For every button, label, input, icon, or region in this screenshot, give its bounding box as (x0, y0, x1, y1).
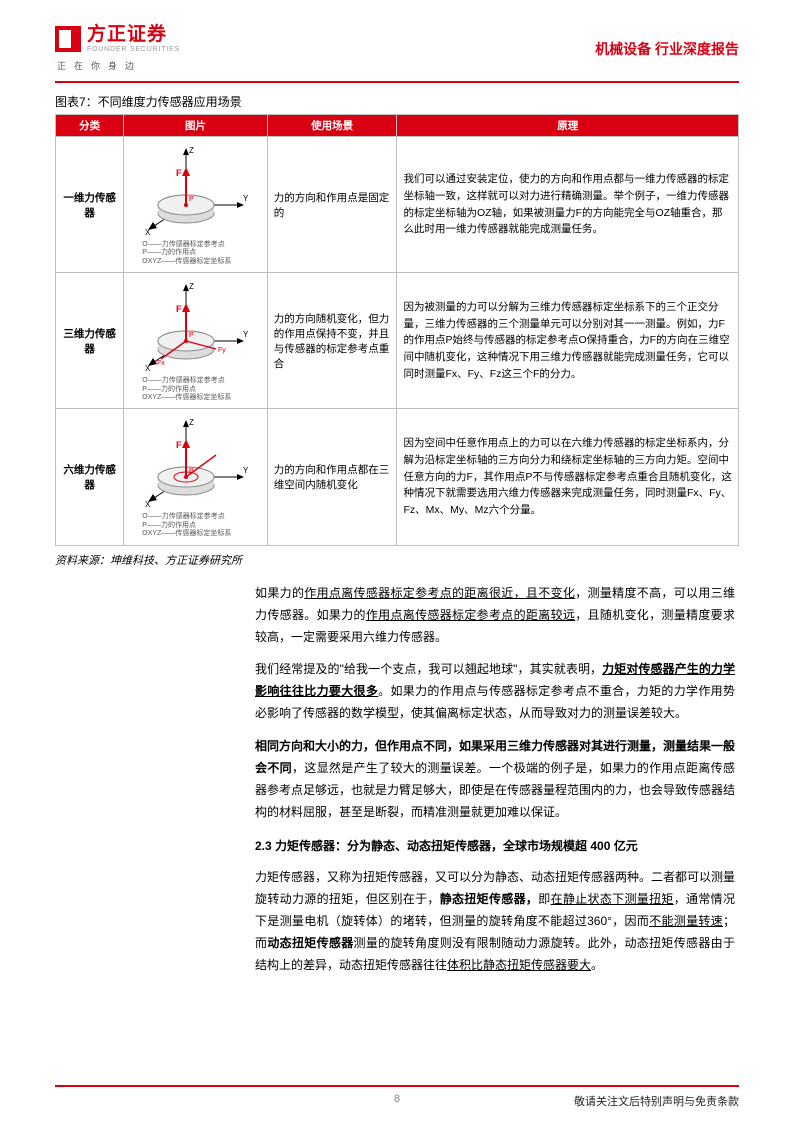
sensor-diagram-icon: Z Y X F P (131, 143, 261, 238)
svg-text:P: P (189, 196, 194, 203)
diagram-caption: O——力传感器标定参考点P——力的作用点OXYZ——传感器标定坐标系 (130, 241, 260, 266)
table-row: 三维力传感器 Z Y X F P Fx Fy O——力传感器标定参考点P——力的作用点OXYZ—… (56, 273, 739, 409)
cell-principle: 我们可以通过安装定位，使力的方向和作用点都与一维力传感器的标定坐标轴一致，这样就… (397, 137, 739, 273)
th-image: 图片 (124, 115, 267, 137)
table-row: 六维力传感器ZYXFPO——力传感器标定参考点P——力的作用点OXYZ——传感器… (56, 409, 739, 545)
svg-text:Y: Y (243, 466, 249, 475)
svg-text:Z: Z (189, 418, 194, 427)
paragraph-2: 我们经常提及的"给我一个支点，我可以翘起地球"，其实就表明，力矩对传感器产生的力… (255, 658, 735, 725)
cell-category: 三维力传感器 (56, 273, 124, 409)
cell-diagram: Z Y X F P O——力传感器标定参考点P——力的作用点OXYZ——传感器标定坐标系 (124, 137, 267, 273)
th-principle: 原理 (397, 115, 739, 137)
cell-diagram: ZYXFPO——力传感器标定参考点P——力的作用点OXYZ——传感器标定坐标系 (124, 409, 267, 545)
logo-block: 方正证券 FOUNDER SECURITIES 正在你身边 (55, 25, 180, 72)
figure-source: 资料来源：坤维科技、方正证券研究所 (55, 552, 739, 568)
cell-principle: 因为空间中任意作用点上的力可以在六维力传感器的标定坐标系内，分解为沿标定坐标轴的… (397, 409, 739, 545)
th-category: 分类 (56, 115, 124, 137)
th-usecase: 使用场景 (267, 115, 397, 137)
svg-text:Z: Z (189, 282, 194, 291)
svg-text:F: F (176, 304, 182, 314)
paragraph-1: 如果力的作用点离传感器标定参考点的距离很近，且不变化，测量精度不高，可以用三维力… (255, 582, 735, 649)
brand-en: FOUNDER SECURITIES (87, 44, 180, 53)
cell-usecase: 力的方向随机变化，但力的作用点保持不变，并且与传感器的标定参考点重合 (267, 273, 397, 409)
report-category: 机械设备 行业深度报告 (595, 39, 739, 59)
body-column: 如果力的作用点离传感器标定参考点的距离很近，且不变化，测量精度不高，可以用三维力… (255, 582, 735, 977)
cell-usecase: 力的方向和作用点是固定的 (267, 137, 397, 273)
svg-text:X: X (145, 228, 151, 237)
paragraph-4: 力矩传感器，又称为扭矩传感器，又可以分为静态、动态扭矩传感器两种。二者都可以测量… (255, 866, 735, 977)
svg-text:Fx: Fx (157, 360, 165, 367)
diagram-caption: O——力传感器标定参考点P——力的作用点OXYZ——传感器标定坐标系 (130, 377, 260, 402)
svg-text:Fy: Fy (218, 347, 226, 354)
section-title: 2.3 力矩传感器：分为静态、动态扭矩传感器，全球市场规模超 400 亿元 (255, 835, 735, 857)
header-divider (55, 81, 739, 83)
svg-text:Y: Y (243, 194, 249, 203)
svg-text:X: X (145, 500, 151, 509)
logo-icon (55, 26, 81, 52)
footer-divider (55, 1085, 739, 1087)
paragraph-3: 相同方向和大小的力，但作用点不同，如果采用三维力传感器对其进行测量，测量结果一般… (255, 735, 735, 824)
svg-text:X: X (145, 364, 151, 373)
cell-category: 六维力传感器 (56, 409, 124, 545)
svg-text:Y: Y (243, 330, 249, 339)
brand-cn: 方正证券 (87, 25, 180, 44)
sensor-diagram-icon: ZYXFP (131, 415, 261, 510)
diagram-caption: O——力传感器标定参考点P——力的作用点OXYZ——传感器标定坐标系 (130, 513, 260, 538)
svg-text:P: P (189, 332, 194, 339)
cell-diagram: Z Y X F P Fx Fy O——力传感器标定参考点P——力的作用点OXYZ——传感器标定… (124, 273, 267, 409)
cell-usecase: 力的方向和作用点都在三维空间内随机变化 (267, 409, 397, 545)
footer-disclaimer: 敬请关注文后特别声明与免责条款 (574, 1093, 739, 1109)
brand-tagline: 正在你身边 (55, 59, 180, 72)
svg-text:F: F (176, 168, 182, 178)
footer: 8 敬请关注文后特别声明与免责条款 (0, 1093, 794, 1109)
page-number: 8 (394, 1093, 400, 1105)
header: 方正证券 FOUNDER SECURITIES 正在你身边 机械设备 行业深度报… (0, 0, 794, 77)
figure-title: 图表7：不同维度力传感器应用场景 (55, 93, 739, 110)
cell-category: 一维力传感器 (56, 137, 124, 273)
table-row: 一维力传感器 Z Y X F P O——力传感器标定参考点P——力的作用点OXYZ——传感器… (56, 137, 739, 273)
sensor-table: 分类 图片 使用场景 原理 一维力传感器 Z Y X F P O——力传感器标定参考点P——… (55, 114, 739, 546)
svg-text:F: F (176, 440, 182, 450)
svg-text:Z: Z (189, 146, 194, 155)
cell-principle: 因为被测量的力可以分解为三维力传感器标定坐标系下的三个正交分量，三维力传感器的三… (397, 273, 739, 409)
sensor-diagram-icon: Z Y X F P Fx Fy (131, 279, 261, 374)
